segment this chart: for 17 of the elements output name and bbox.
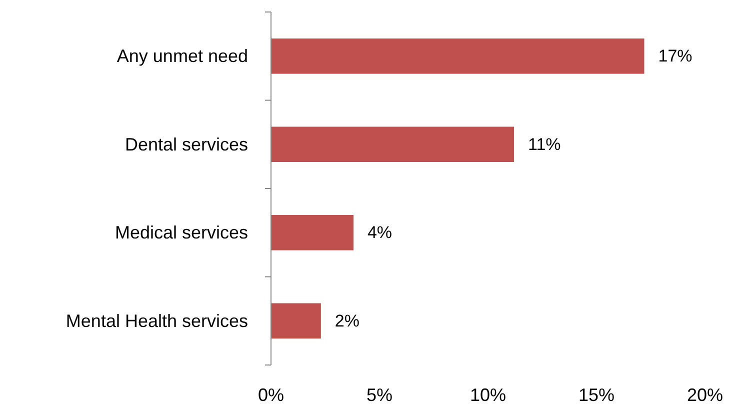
bar [271, 38, 644, 74]
x-tick-label: 15% [578, 385, 615, 405]
data-label: 2% [334, 311, 360, 330]
y-tick-label: Medical services [114, 222, 248, 243]
data-label: 4% [367, 223, 392, 242]
bar [271, 303, 321, 339]
data-label: 17% [658, 46, 692, 66]
y-tick-label: Any unmet need [116, 46, 248, 66]
x-tick-label: 10% [470, 385, 506, 405]
y-tick-label: Dental services [124, 134, 248, 154]
data-label: 11% [528, 134, 561, 154]
x-tick-label: 20% [686, 385, 724, 405]
bar [271, 214, 354, 250]
x-tick-label: 5% [366, 385, 393, 405]
y-tick-label: Mental Health services [66, 310, 248, 331]
bar [271, 126, 514, 162]
x-tick-label: 0% [258, 385, 284, 405]
